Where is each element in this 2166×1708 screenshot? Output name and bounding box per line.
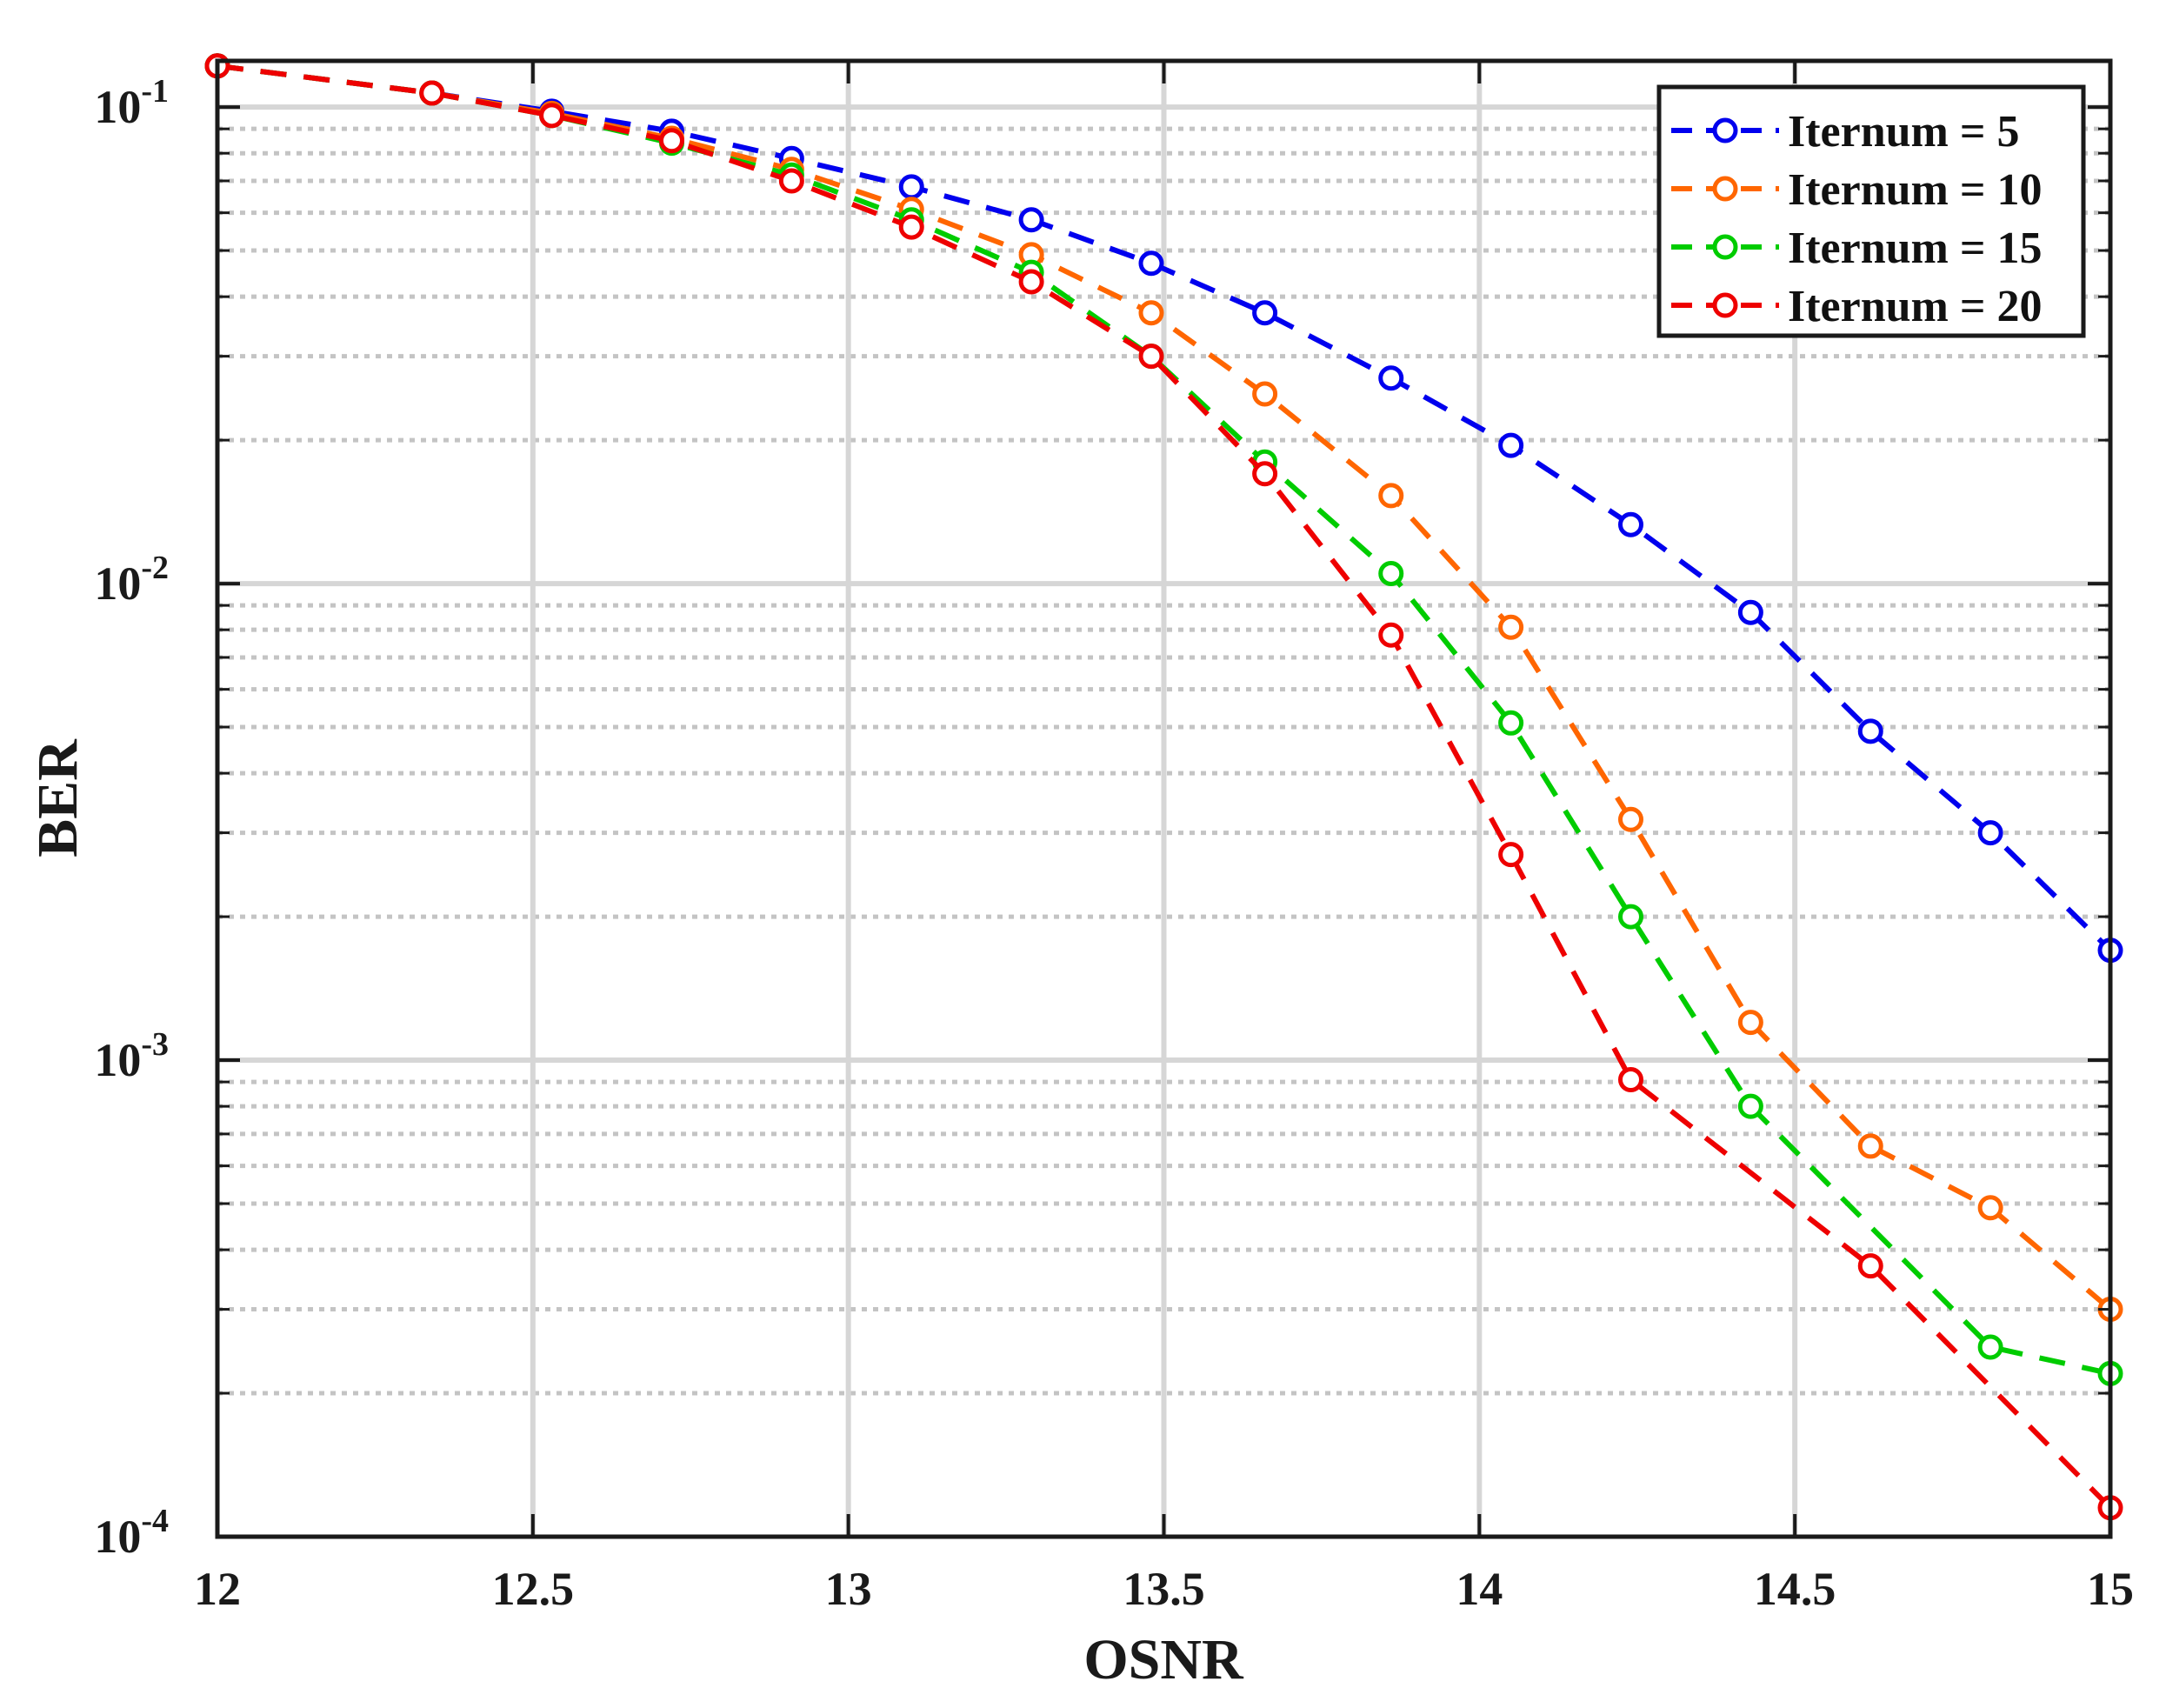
y-tick-label: 10-4 [94, 1503, 169, 1563]
series-marker [419, 80, 445, 106]
series-marker [1378, 483, 1404, 509]
series-marker [658, 128, 684, 154]
series-marker [1252, 381, 1278, 407]
series-marker [1977, 820, 2003, 846]
series-marker [1737, 1093, 1763, 1119]
x-axis-title: OSNR [1083, 1628, 1244, 1691]
series-marker [1737, 1010, 1763, 1036]
series-marker [1617, 904, 1643, 930]
legend-entry: Iternum = 10 [1671, 165, 2043, 215]
series-marker [539, 103, 565, 129]
x-tick-label: 12.5 [492, 1563, 575, 1615]
series-marker [1252, 300, 1278, 326]
series-marker [1378, 622, 1404, 648]
series-marker [1018, 269, 1044, 295]
series-marker [1498, 614, 1524, 640]
series-line [217, 63, 2111, 1377]
series-marker [1498, 842, 1524, 868]
series-marker [1617, 806, 1643, 832]
x-tick-label: 12 [194, 1563, 241, 1615]
legend-entry: Iternum = 20 [1671, 282, 2043, 331]
series-marker [1138, 344, 1164, 370]
series-group [204, 53, 2123, 1521]
legend-entry: Iternum = 15 [1671, 224, 2043, 273]
series-marker [1138, 250, 1164, 277]
legend-marker-sample [1712, 292, 1738, 318]
series-marker [1018, 207, 1044, 233]
series-marker [898, 174, 924, 200]
series-marker [1857, 1133, 1883, 1159]
series-marker [1977, 1195, 2003, 1221]
series-marker [1498, 432, 1524, 458]
y-tick-label: 10-2 [94, 550, 169, 610]
series-marker [1737, 599, 1763, 625]
series-marker [1977, 1334, 2003, 1360]
series-marker [1857, 718, 1883, 744]
series-marker [1252, 461, 1278, 487]
x-tick-label: 13.5 [1123, 1563, 1205, 1615]
legend-label: Iternum = 10 [1788, 165, 2043, 215]
x-tick-label: 14.5 [1754, 1563, 1836, 1615]
series-marker [778, 168, 804, 194]
x-tick-label: 15 [2087, 1563, 2134, 1615]
series-marker [898, 214, 924, 240]
series-line [217, 63, 2113, 1510]
y-tick-label: 10-3 [94, 1026, 169, 1086]
series-marker [1138, 300, 1164, 326]
series-marker [1617, 1066, 1643, 1092]
series-marker [1378, 365, 1404, 391]
series-marker [1617, 511, 1643, 537]
series-marker [1498, 710, 1524, 736]
x-tick-label: 13 [825, 1563, 872, 1615]
series-marker [1857, 1253, 1883, 1279]
axes: 10-1 10-2 10-3 10-4 12 12.5 13 13.5 14 14.5 15 [94, 61, 2134, 1615]
series-marker [1378, 560, 1404, 586]
legend: Iternum = 5 Iternum = 10 Iternum = 15 Itern… [1656, 84, 2086, 338]
legend-entry: Iternum = 5 [1671, 107, 2020, 157]
legend-marker-sample [1712, 176, 1738, 202]
legend-marker-sample [1712, 234, 1738, 260]
legend-marker-sample [1712, 117, 1738, 143]
x-tick-label: 14 [1456, 1563, 1503, 1615]
legend-label: Iternum = 5 [1788, 107, 2020, 157]
legend-label: Iternum = 20 [1788, 282, 2043, 331]
y-tick-label: 10-1 [94, 73, 169, 133]
legend-label: Iternum = 15 [1788, 224, 2043, 273]
series-line [217, 63, 2113, 952]
series-4 [204, 53, 2123, 1521]
y-axis-title: BER [26, 738, 90, 857]
